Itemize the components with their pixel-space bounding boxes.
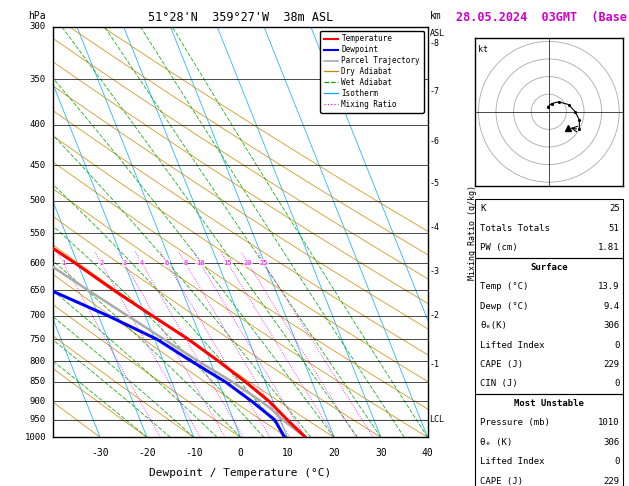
Text: 30: 30 (375, 448, 387, 458)
Text: 850: 850 (30, 378, 46, 386)
Text: -1: -1 (430, 360, 440, 369)
Text: 600: 600 (30, 259, 46, 268)
Text: CIN (J): CIN (J) (480, 380, 518, 388)
Text: 13.9: 13.9 (598, 282, 620, 291)
Text: 28.05.2024  03GMT  (Base: 18): 28.05.2024 03GMT (Base: 18) (456, 11, 629, 24)
Legend: Temperature, Dewpoint, Parcel Trajectory, Dry Adiabat, Wet Adiabat, Isotherm, Mi: Temperature, Dewpoint, Parcel Trajectory… (320, 31, 424, 113)
Text: 20: 20 (328, 448, 340, 458)
Text: 550: 550 (30, 229, 46, 238)
Text: -8: -8 (430, 39, 440, 48)
Text: 40: 40 (422, 448, 433, 458)
Text: 8: 8 (184, 260, 187, 266)
Text: 1000: 1000 (25, 433, 46, 442)
Text: -20: -20 (138, 448, 156, 458)
Text: Totals Totals: Totals Totals (480, 224, 550, 233)
Text: 750: 750 (30, 335, 46, 344)
Text: 51: 51 (609, 224, 620, 233)
Text: 10: 10 (196, 260, 204, 266)
Text: Lifted Index: Lifted Index (480, 457, 545, 466)
Text: 300: 300 (30, 22, 46, 31)
Text: 800: 800 (30, 357, 46, 366)
Text: -4: -4 (430, 223, 440, 232)
Text: -30: -30 (91, 448, 109, 458)
Text: CAPE (J): CAPE (J) (480, 477, 523, 486)
Text: 1: 1 (61, 260, 65, 266)
Text: 950: 950 (30, 416, 46, 424)
Text: -5: -5 (430, 179, 440, 188)
Text: θₑ(K): θₑ(K) (480, 321, 507, 330)
Text: 350: 350 (30, 75, 46, 84)
Text: Temp (°C): Temp (°C) (480, 282, 528, 291)
Text: K: K (480, 205, 486, 213)
Text: 0: 0 (614, 380, 620, 388)
Text: 0: 0 (238, 448, 243, 458)
Text: 3: 3 (123, 260, 126, 266)
Text: Mixing Ratio (g/kg): Mixing Ratio (g/kg) (468, 185, 477, 279)
Text: 20: 20 (244, 260, 252, 266)
Text: PW (cm): PW (cm) (480, 243, 518, 252)
Text: Surface: Surface (530, 263, 567, 272)
Text: hPa: hPa (28, 11, 46, 20)
Text: 500: 500 (30, 196, 46, 206)
Text: 1.81: 1.81 (598, 243, 620, 252)
Text: -6: -6 (430, 137, 440, 146)
Text: 51°28'N  359°27'W  38m ASL: 51°28'N 359°27'W 38m ASL (148, 11, 333, 24)
Text: 0: 0 (614, 341, 620, 349)
Text: 306: 306 (603, 321, 620, 330)
Text: 450: 450 (30, 160, 46, 170)
Text: 306: 306 (603, 438, 620, 447)
Text: 229: 229 (603, 360, 620, 369)
Text: 10: 10 (282, 448, 293, 458)
Text: kt: kt (479, 45, 488, 54)
Text: 9.4: 9.4 (603, 302, 620, 311)
Text: 229: 229 (603, 477, 620, 486)
Text: Lifted Index: Lifted Index (480, 341, 545, 349)
Text: -2: -2 (430, 311, 440, 320)
Text: 4: 4 (140, 260, 144, 266)
Text: θₑ (K): θₑ (K) (480, 438, 512, 447)
Text: Pressure (mb): Pressure (mb) (480, 418, 550, 427)
Text: -3: -3 (430, 267, 440, 276)
Text: 15: 15 (223, 260, 232, 266)
Text: 0: 0 (614, 457, 620, 466)
Text: LCL: LCL (430, 416, 445, 424)
Text: ASL: ASL (430, 29, 445, 38)
Text: -7: -7 (430, 87, 440, 96)
Text: 400: 400 (30, 121, 46, 129)
Text: 25: 25 (260, 260, 269, 266)
Text: 650: 650 (30, 286, 46, 295)
Text: CAPE (J): CAPE (J) (480, 360, 523, 369)
Text: Most Unstable: Most Unstable (514, 399, 584, 408)
Text: 2: 2 (99, 260, 103, 266)
Text: km: km (430, 11, 442, 20)
Text: Dewp (°C): Dewp (°C) (480, 302, 528, 311)
Text: 1010: 1010 (598, 418, 620, 427)
Text: 700: 700 (30, 311, 46, 320)
Text: 6: 6 (165, 260, 169, 266)
Text: Dewpoint / Temperature (°C): Dewpoint / Temperature (°C) (150, 468, 331, 478)
Text: 900: 900 (30, 397, 46, 406)
Text: 25: 25 (609, 205, 620, 213)
Text: -10: -10 (185, 448, 203, 458)
